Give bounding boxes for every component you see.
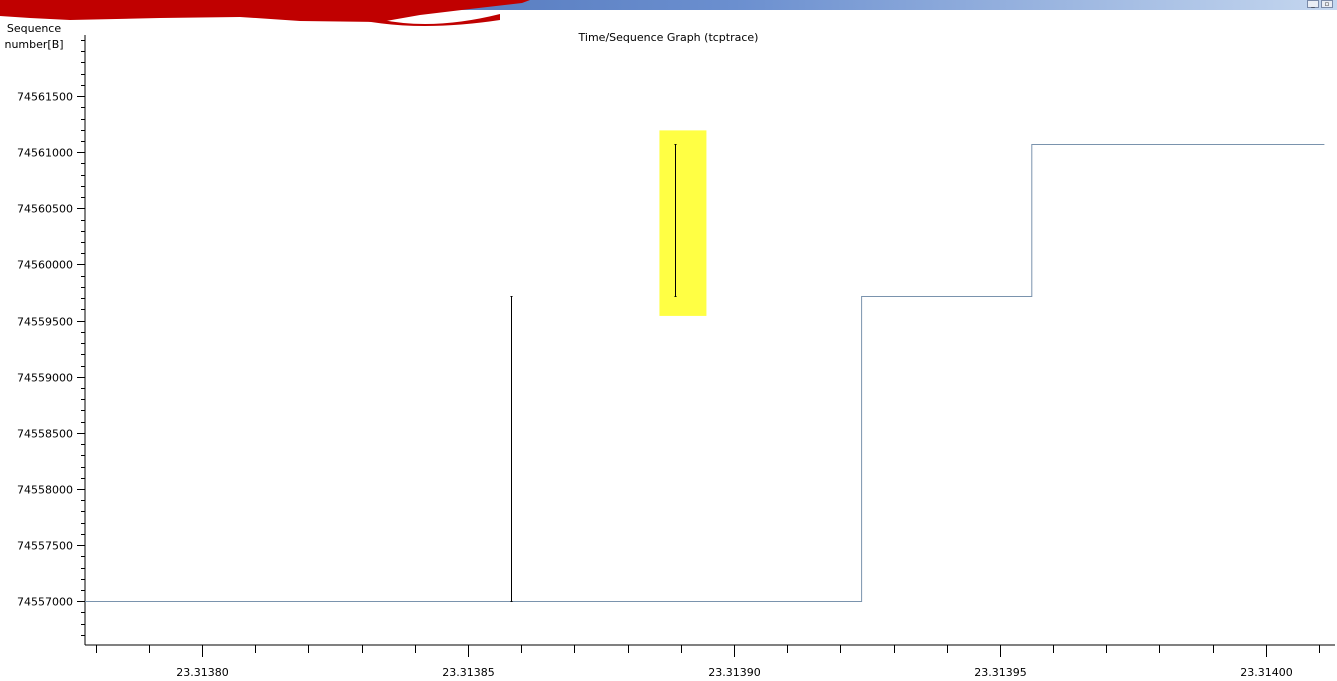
minimize-button[interactable]: _ [1307, 0, 1319, 8]
y-tick-label: 74561000 [17, 147, 73, 160]
y-tick-label: 74557000 [17, 596, 73, 609]
chart-title: Time/Sequence Graph (tcptrace) [578, 31, 759, 44]
y-tick-label: 74558500 [17, 428, 73, 441]
y-tick-label: 74559500 [17, 316, 73, 329]
restore-button[interactable]: ▫ [1321, 0, 1333, 8]
segment-highlight [659, 130, 707, 316]
x-tick-label: 23.31400 [1240, 666, 1293, 679]
sequence-step-line [85, 144, 1325, 602]
y-axis-label: Sequence number[B] [4, 22, 64, 51]
x-tick-label: 23.31380 [176, 666, 229, 679]
x-tick-label: 23.31390 [708, 666, 761, 679]
y-tick-label: 74558000 [17, 484, 73, 497]
x-tick-label: 23.31395 [974, 666, 1027, 679]
y-tick-label: 74561500 [17, 91, 73, 104]
y-tick-label: 74560000 [17, 259, 73, 272]
window-titlebar: _ ▫ [0, 0, 1337, 10]
y-tick-label: 74557500 [17, 540, 73, 553]
y-tick-label: 74559000 [17, 372, 73, 385]
y-tick-label: 74560500 [17, 203, 73, 216]
window-controls: _ ▫ [1307, 0, 1333, 8]
x-tick-label: 23.31385 [442, 666, 495, 679]
